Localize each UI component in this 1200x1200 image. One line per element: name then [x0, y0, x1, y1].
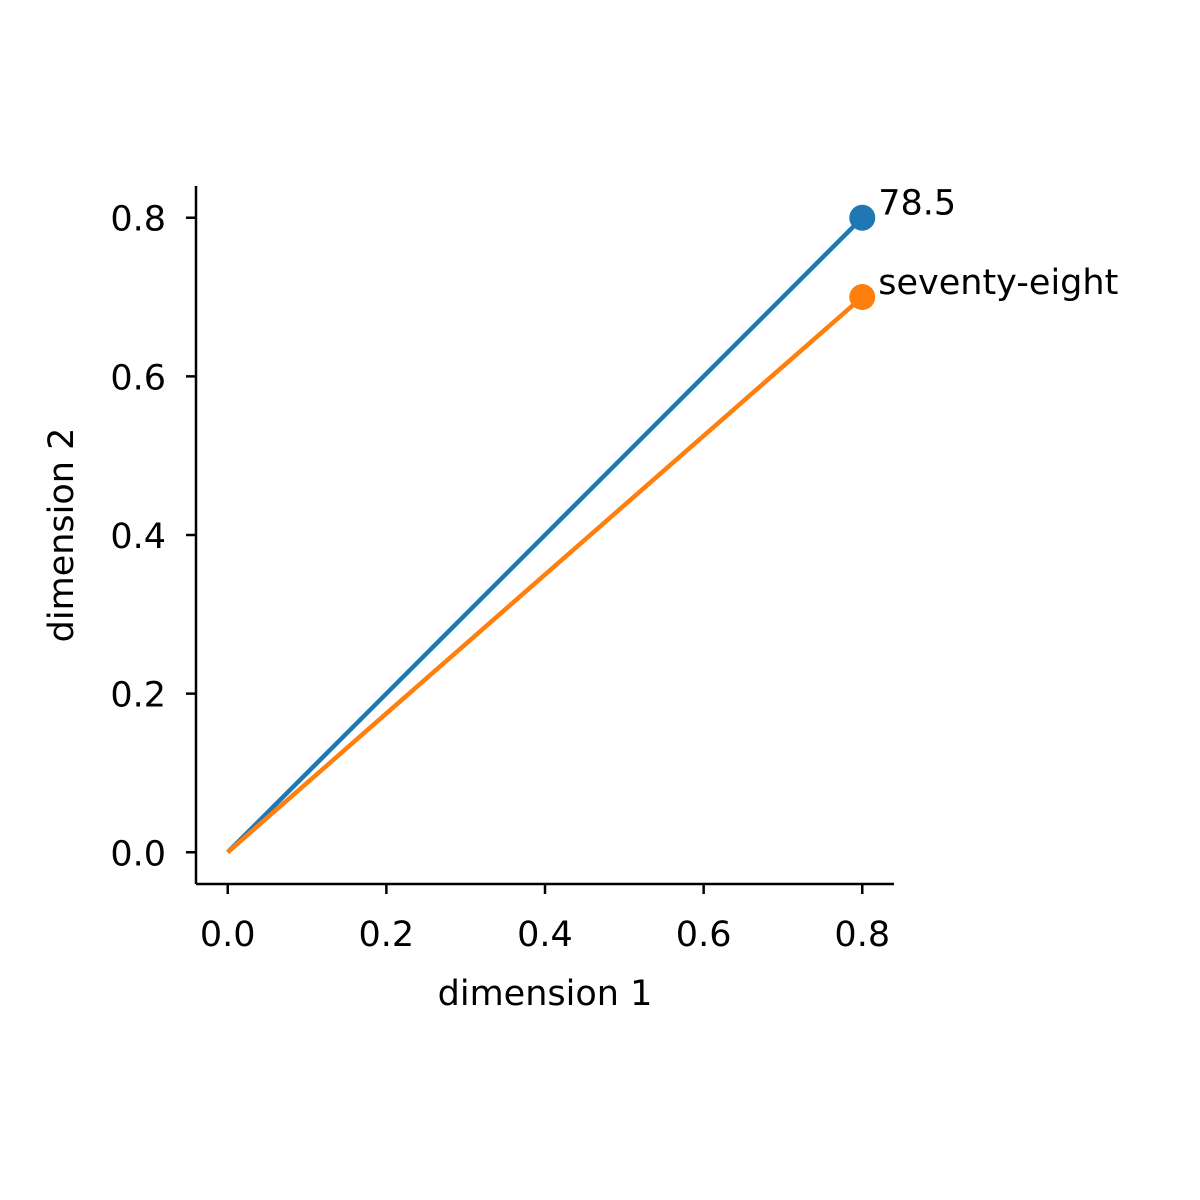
point-label-2: seventy-eight [878, 263, 1118, 303]
series-layer [226, 204, 876, 854]
series-end-marker-1 [849, 204, 876, 231]
x-tick-label: 0.4 [517, 915, 573, 955]
y-tick-label: 0.2 [110, 676, 166, 716]
x-tick-label: 0.0 [200, 915, 256, 955]
y-tick-label: 0.8 [110, 200, 166, 240]
y-tick-label: 0.0 [110, 834, 166, 874]
y-tick-label: 0.4 [110, 517, 166, 557]
x-tick-label: 0.8 [834, 915, 890, 955]
x-axis-ticks: 0.0 0.2 0.4 0.6 0.8 [200, 884, 890, 955]
point-labels: 78.5 seventy-eight [878, 184, 1118, 303]
x-tick-label: 0.2 [359, 915, 415, 955]
y-axis-ticks: 0.0 0.2 0.4 0.6 0.8 [110, 200, 196, 874]
series-line-1 [226, 216, 864, 854]
point-label-1: 78.5 [878, 184, 956, 224]
series-end-marker-2 [849, 284, 876, 311]
y-tick-label: 0.6 [110, 358, 166, 398]
x-axis-title: dimension 1 [438, 974, 653, 1014]
series-line-2 [226, 295, 864, 854]
x-tick-label: 0.6 [676, 915, 732, 955]
y-axis-title: dimension 2 [42, 428, 82, 643]
